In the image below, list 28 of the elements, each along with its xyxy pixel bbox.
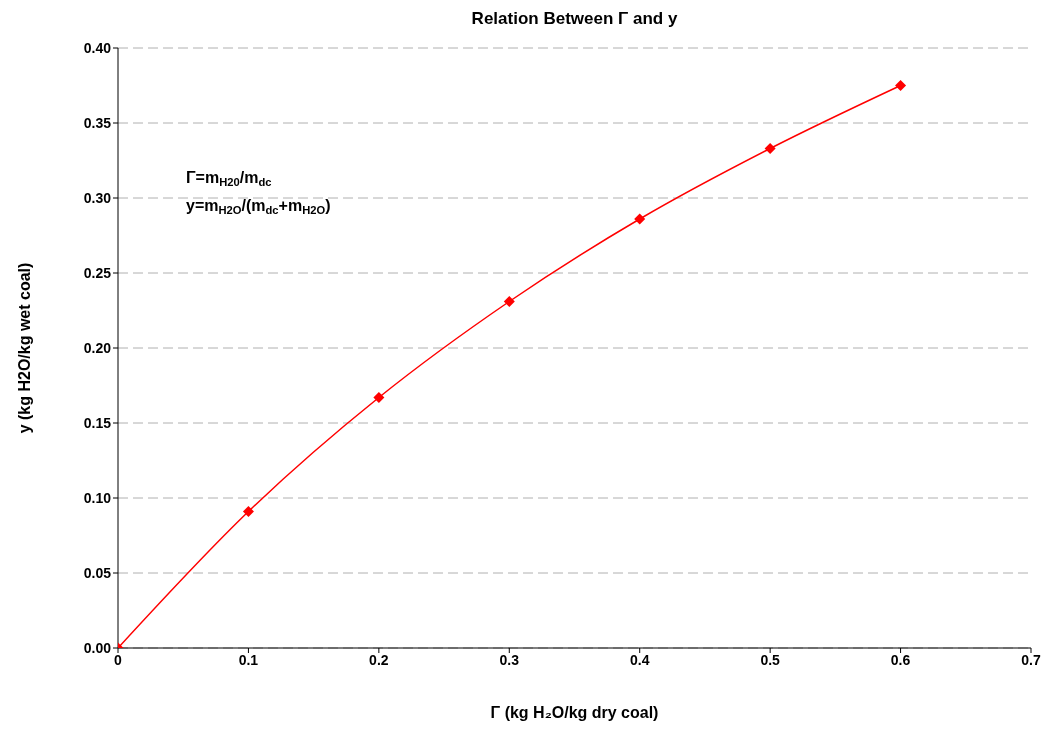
x-tick-label: 0.1 xyxy=(238,651,259,668)
y-tick-label: 0.35 xyxy=(83,114,112,131)
x-tick-label: 0.7 xyxy=(1021,651,1041,668)
x-tick-label: 0.5 xyxy=(760,651,781,668)
y-tick-label: 0.15 xyxy=(83,414,112,431)
point xyxy=(895,80,907,91)
x-tick-label: 0.6 xyxy=(890,651,911,668)
y-tick-label: 0.30 xyxy=(83,189,112,206)
x-tick-label: 0.3 xyxy=(499,651,520,668)
point xyxy=(634,213,646,225)
point xyxy=(764,143,776,154)
point xyxy=(503,296,515,307)
x-axis-title: Γ (kg H₂O/kg dry coal) xyxy=(490,704,659,721)
y-tick-label: 0.05 xyxy=(83,564,112,581)
y-tick-label: 0.00 xyxy=(83,639,112,656)
point xyxy=(373,392,385,403)
x-tick-label: 0.2 xyxy=(369,651,389,668)
annotation: y=m$_{H2O}$/(m$_{dc}$+m$_{H2O}$) xyxy=(186,197,331,216)
y-tick-label: 0.25 xyxy=(83,264,112,281)
annotation: Γ=m$_{H20}$/m$_{dc}$ xyxy=(186,169,272,188)
y-tick-label: 0.40 xyxy=(83,39,112,56)
x-tick-label: 0.4 xyxy=(629,651,650,668)
chart-title: Relation Between Γ and y xyxy=(471,9,678,28)
x-tick-label: 0 xyxy=(114,651,123,668)
y-axis-title: y (kg H2O/kg wet coal) xyxy=(16,262,33,434)
point xyxy=(242,506,254,517)
y-tick-label: 0.10 xyxy=(83,489,112,506)
y-tick-label: 0.20 xyxy=(83,339,112,356)
